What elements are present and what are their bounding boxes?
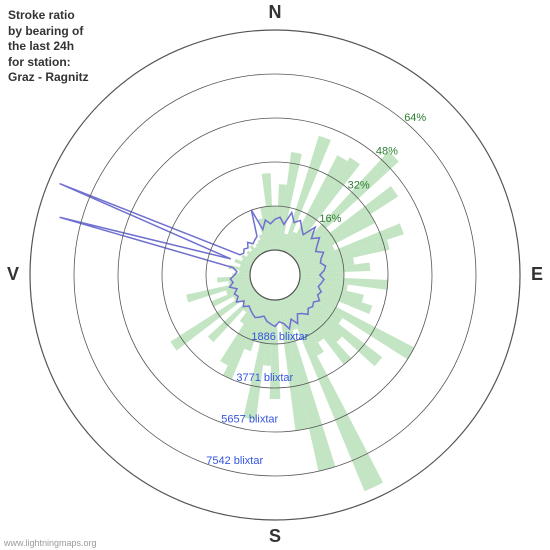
pct-ring-label: 64% bbox=[404, 112, 426, 124]
cardinal-label: S bbox=[269, 526, 281, 546]
blix-ring-label: 5657 blixtar bbox=[221, 414, 278, 426]
pct-ring-label: 48% bbox=[376, 146, 398, 158]
blix-ring-label: 1886 blixtar bbox=[251, 331, 308, 343]
cardinal-label: N bbox=[269, 2, 282, 22]
cardinal-label: V bbox=[7, 264, 19, 284]
pct-ring-label: 16% bbox=[319, 213, 341, 225]
chart-title: Stroke ratio by bearing of the last 24h … bbox=[8, 8, 89, 86]
center-disk bbox=[250, 250, 300, 300]
bars-group bbox=[170, 136, 414, 491]
blix-ring-label: 3771 blixtar bbox=[236, 372, 293, 384]
pct-ring-label: 32% bbox=[348, 179, 370, 191]
cardinal-label: E bbox=[531, 264, 543, 284]
source-footer: www.lightningmaps.org bbox=[4, 538, 97, 548]
blix-ring-label: 7542 blixtar bbox=[206, 455, 263, 467]
